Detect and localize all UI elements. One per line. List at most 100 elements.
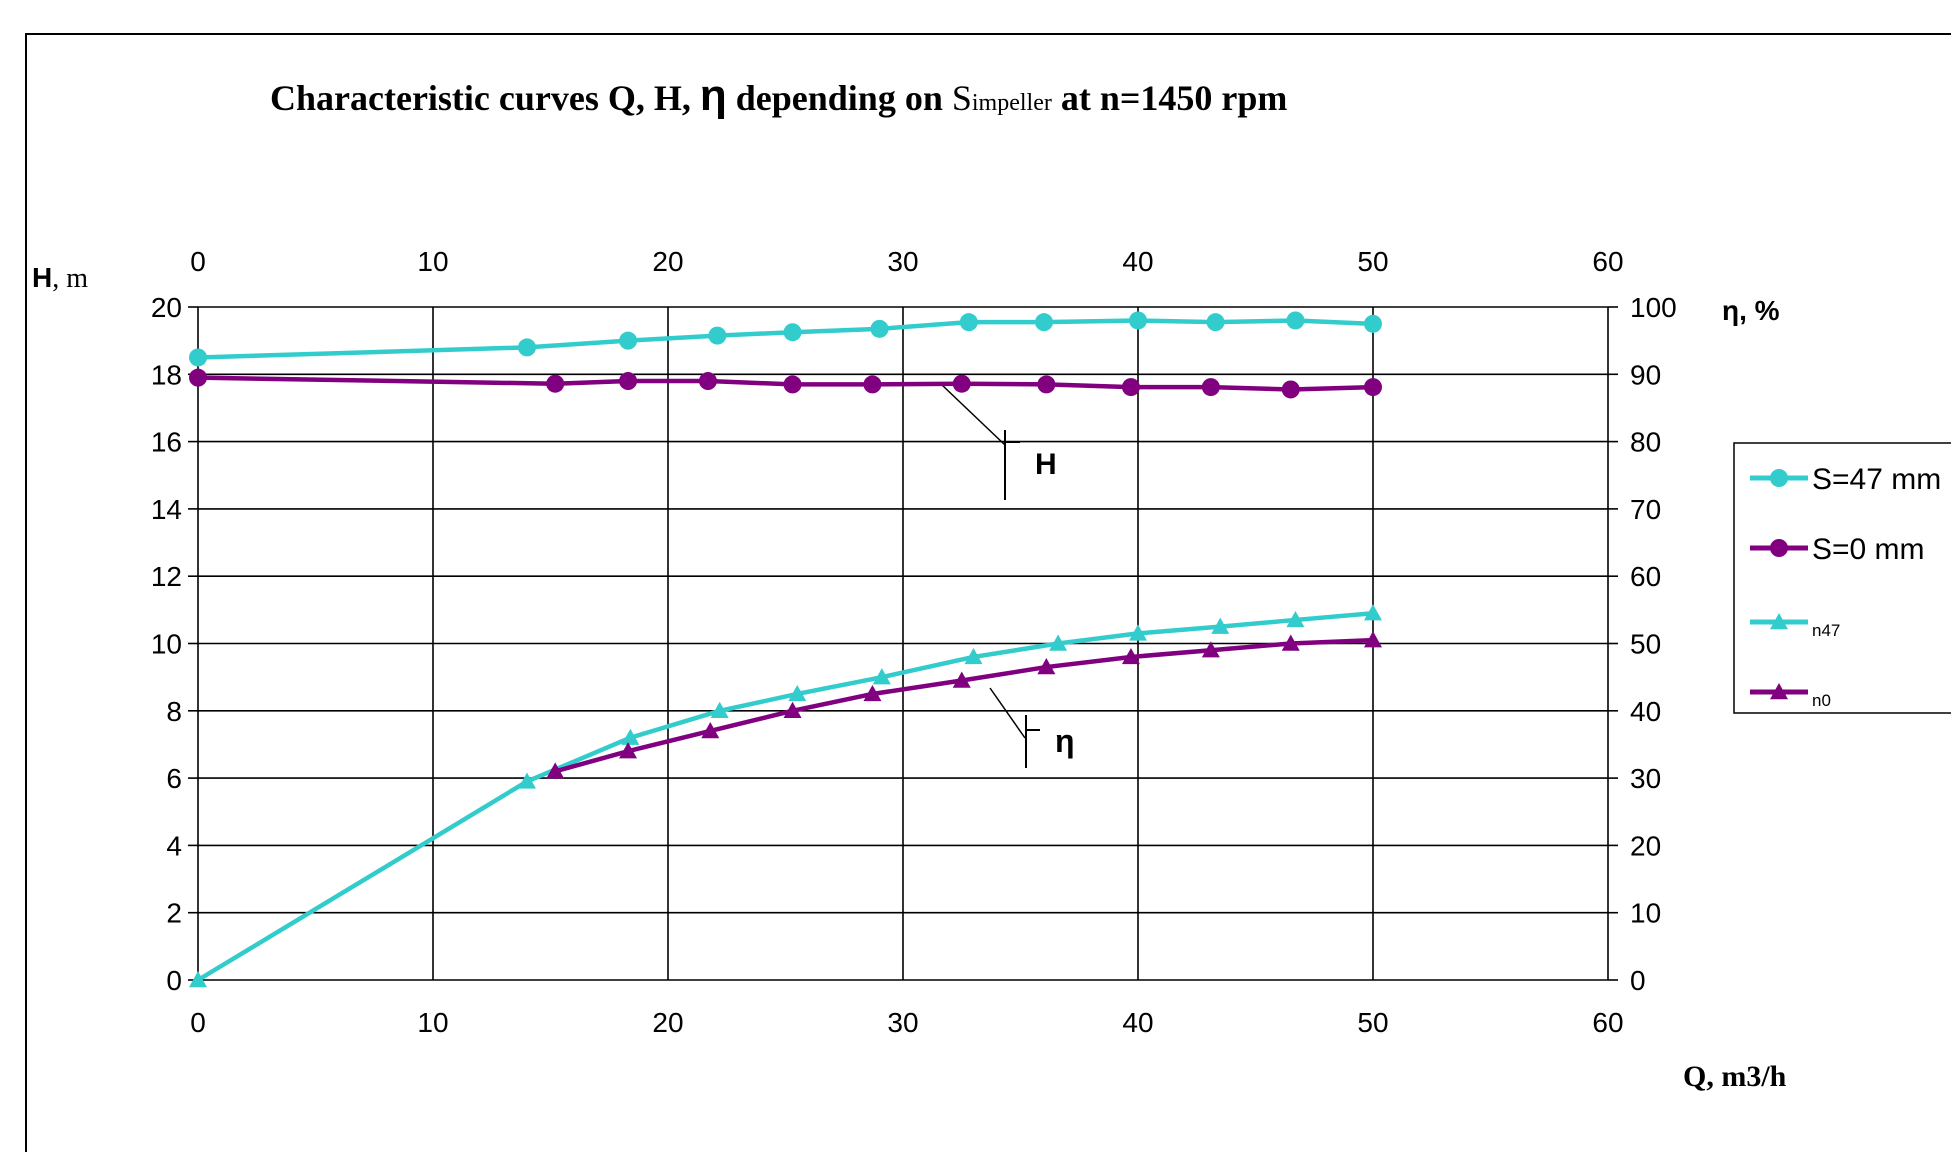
series-s-47-mm [189, 311, 1382, 367]
annotation-h: H [941, 384, 1057, 500]
data-point [1281, 380, 1300, 399]
x-top-tick-label: 20 [652, 246, 683, 277]
x-top-tick-label: 0 [190, 246, 206, 277]
data-point [1206, 313, 1225, 332]
x-top-tick-label: 30 [887, 246, 918, 277]
data-point [1364, 378, 1382, 397]
data-point [708, 326, 727, 345]
y-right-tick-label: 30 [1630, 763, 1661, 794]
x-tick-label: 40 [1122, 1007, 1153, 1038]
y-right-tick-label: 90 [1630, 359, 1661, 390]
data-point [952, 671, 971, 688]
annotation-h-label: H [1035, 448, 1057, 481]
annotation-eta-label: η [1055, 723, 1075, 759]
data-point [1129, 624, 1147, 641]
axes [188, 306, 1618, 981]
series-line [197, 318, 1374, 360]
data-point [1364, 604, 1382, 621]
data-point [619, 372, 638, 391]
series [189, 311, 1382, 988]
tick-labels: 0 10 20 30 40 50 600 10 20 30 40 50 6002468101214161… [151, 246, 1677, 1038]
data-point [872, 668, 891, 685]
x-tick-label: 30 [887, 1007, 918, 1038]
y-left-tick-label: 12 [151, 561, 182, 592]
x-tick-label: 10 [417, 1007, 448, 1038]
y-right-tick-label: 80 [1630, 427, 1661, 458]
series-s-0-mm [189, 368, 1382, 399]
data-point [189, 348, 207, 367]
y-right-tick-label: 10 [1630, 898, 1661, 929]
annotation-eta: η [989, 687, 1075, 768]
legend-label: S=0 mm [1812, 533, 1925, 566]
x-top-tick-label: 50 [1357, 246, 1388, 277]
legend: S=47 mm S=0 mm n47 n0 [1733, 442, 1951, 714]
annotation-eta-leader [989, 687, 1026, 739]
data-point [710, 701, 729, 718]
data-point [1121, 647, 1140, 665]
legend-items: S=47 mm S=0 mm n47 n0 [1750, 463, 1941, 710]
data-point [783, 701, 802, 718]
data-point [1211, 617, 1230, 634]
y-right-tick-label: 40 [1630, 696, 1661, 727]
y-left-axis-label: H, m [32, 262, 88, 294]
data-point [783, 375, 802, 394]
data-point [1286, 610, 1305, 628]
data-point [1121, 378, 1140, 397]
data-point [1281, 634, 1300, 651]
y-left-tick-label: 2 [166, 898, 182, 929]
data-point [619, 742, 638, 759]
chart-title: Characteristic curves Q, H, η depending … [270, 71, 1287, 120]
y-left-tick-label: 4 [166, 830, 182, 861]
legend-label: n0 [1812, 691, 1831, 710]
x-tick-label: 0 [190, 1007, 206, 1038]
data-point [1201, 641, 1220, 658]
legend-swatch-marker [1770, 539, 1788, 557]
y-right-tick-label: 60 [1630, 561, 1661, 592]
data-point [1037, 658, 1056, 675]
data-point [964, 647, 983, 665]
y-right-axis-label: η, % [1722, 295, 1780, 326]
y-left-tick-label: 6 [166, 763, 182, 794]
data-point [1286, 311, 1305, 330]
data-point [189, 368, 207, 387]
data-point [788, 684, 807, 702]
data-point [701, 721, 720, 739]
legend-swatch-marker [1770, 683, 1788, 700]
data-point [189, 971, 207, 988]
series-line [197, 375, 1374, 392]
data-point [619, 331, 638, 350]
x-top-tick-label: 10 [417, 246, 448, 277]
y-right-tick-label: 0 [1630, 965, 1646, 996]
data-point [1364, 314, 1382, 333]
y-right-tick-label: 50 [1630, 629, 1661, 660]
legend-swatch-marker [1770, 613, 1788, 630]
data-point [1049, 634, 1068, 651]
series-n47 [189, 604, 1382, 988]
y-left-tick-label: 18 [151, 359, 182, 390]
data-point [1201, 378, 1220, 397]
annotation-h-leader [941, 384, 1006, 446]
y-right-tick-label: 100 [1630, 292, 1677, 323]
y-left-tick-label: 10 [151, 629, 182, 660]
legend-swatch-marker [1770, 469, 1788, 487]
y-left-tick-label: 20 [151, 292, 182, 323]
y-right-tick-label: 70 [1630, 494, 1661, 525]
data-point [1364, 631, 1382, 648]
y-left-tick-label: 16 [151, 427, 182, 458]
data-point [870, 319, 889, 338]
data-point [546, 762, 565, 779]
y-left-tick-label: 0 [166, 965, 182, 996]
y-right-tick-label: 20 [1630, 830, 1661, 861]
data-point [698, 372, 717, 391]
legend-box [1733, 442, 1951, 714]
y-left-tick-label: 8 [166, 696, 182, 727]
x-top-tick-label: 40 [1122, 246, 1153, 277]
chart-frame [25, 33, 1951, 1157]
data-point [863, 684, 882, 702]
data-point [863, 375, 882, 394]
data-point [783, 323, 802, 342]
data-point [1037, 375, 1056, 394]
x-tick-label: 60 [1592, 1007, 1623, 1038]
